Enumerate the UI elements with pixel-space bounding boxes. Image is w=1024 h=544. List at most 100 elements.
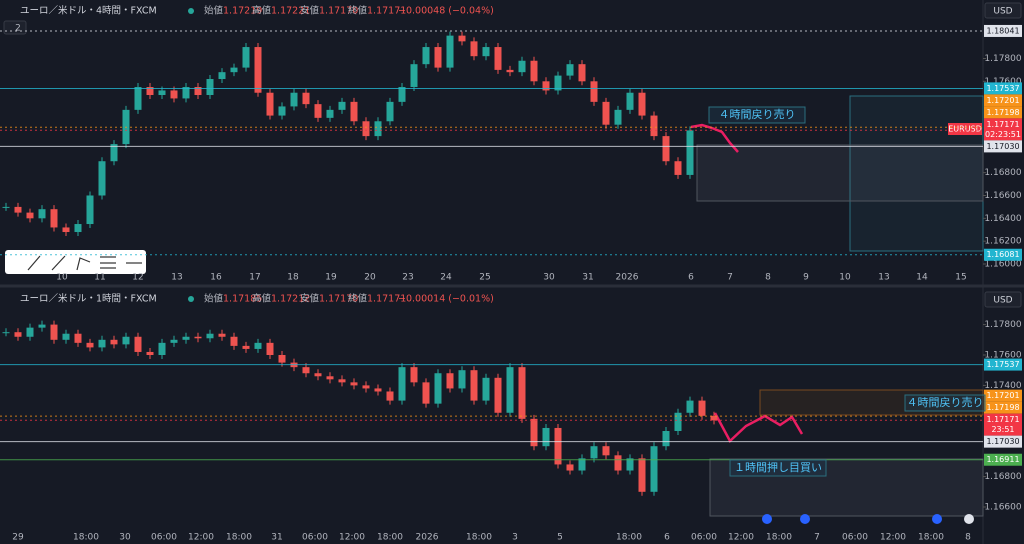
price-badge: [984, 140, 1022, 153]
candle: [14, 206, 22, 213]
candle: [338, 101, 346, 110]
candle: [158, 90, 166, 96]
candle: [38, 324, 46, 328]
candle: [230, 67, 238, 73]
candle: [494, 47, 502, 70]
candle: [662, 431, 670, 447]
candle: [278, 355, 286, 363]
candle: [86, 342, 94, 348]
ohlc-value: 1.17171: [367, 294, 406, 305]
candle: [374, 121, 382, 137]
candle: [278, 106, 286, 116]
candle: [698, 400, 706, 416]
price-badge: [984, 453, 1022, 466]
candle: [26, 212, 34, 219]
price-badge-label: 1.17201: [986, 96, 1019, 105]
candle: [374, 388, 382, 392]
price-badge: [984, 248, 1022, 261]
x-tick-label: 15: [955, 273, 966, 283]
x-tick-label: 10: [839, 273, 851, 283]
candle: [206, 79, 214, 96]
y-tick-label: 1.16200: [984, 237, 1021, 247]
candle: [398, 367, 406, 401]
candle: [62, 333, 70, 340]
ohlc-label: 高値: [252, 5, 272, 17]
candle: [170, 339, 178, 343]
x-tick-label: 8: [765, 273, 771, 283]
ohlc-value: 1.17171: [367, 6, 406, 17]
candle: [26, 327, 34, 337]
x-tick-label: 06:00: [691, 533, 717, 543]
zone-box: [849, 95, 984, 252]
x-tick-label: 06:00: [151, 533, 177, 543]
candle: [518, 60, 526, 73]
price-change: −0.00048 (−0.04%): [398, 6, 494, 17]
drawing-toolbar[interactable]: [5, 250, 146, 274]
countdown: 23:51: [991, 425, 1014, 434]
zone-box: [709, 458, 984, 517]
price-badge-label: 1.17171: [986, 120, 1019, 129]
currency-button[interactable]: [984, 2, 1022, 19]
candle: [626, 92, 634, 110]
candle: [542, 427, 550, 447]
price-badge-label: 1.17537: [986, 360, 1019, 369]
y-tick-label: 1.16600: [984, 503, 1021, 513]
candle: [194, 336, 202, 339]
candle: [458, 35, 466, 42]
price-badge-label: 1.17198: [986, 108, 1019, 117]
ohlc-label: 高値: [252, 293, 272, 305]
candle: [122, 336, 130, 345]
candle: [614, 455, 622, 471]
candle: [542, 81, 550, 91]
candle: [554, 427, 562, 465]
candle: [2, 206, 10, 208]
price-badge-label: 1.17201: [986, 391, 1019, 400]
price-badge: [984, 94, 1022, 107]
candle: [254, 342, 262, 349]
candle: [434, 373, 442, 404]
candle: [182, 87, 190, 99]
candle: [674, 161, 682, 175]
x-tick-label: 12:00: [728, 533, 754, 543]
x-tick-label: 06:00: [302, 533, 328, 543]
candle: [14, 332, 22, 337]
toolbar-icons: [27, 255, 142, 271]
candle: [218, 333, 226, 337]
x-tick-label: 12:00: [188, 533, 214, 543]
status-dot: [188, 296, 194, 302]
price-badge-label: 1.17198: [986, 403, 1019, 412]
candle: [314, 104, 322, 118]
candle: [710, 415, 718, 421]
ohlc-value: 1.17221: [271, 6, 310, 17]
zone-box: [696, 144, 984, 202]
candle: [422, 47, 430, 65]
ohlc-label: 安値: [300, 293, 320, 305]
x-tick-label: 18: [287, 273, 299, 283]
ohlc-label: 始値: [204, 5, 224, 17]
y-tick-label: 1.17800: [984, 320, 1021, 330]
annotation: ４時間戻り売り: [719, 108, 796, 121]
x-tick-label: 12:00: [880, 533, 906, 543]
candle: [530, 418, 538, 447]
candle: [170, 90, 178, 99]
candle: [482, 47, 490, 57]
candle: [350, 101, 358, 122]
currency[interactable]: USD: [993, 296, 1012, 306]
pane-count[interactable]: 2: [15, 24, 21, 34]
candle: [686, 130, 694, 175]
candle: [494, 377, 502, 413]
ohlc-label: 終値: [348, 293, 368, 305]
x-tick-label: 14: [916, 273, 928, 283]
candle: [662, 136, 670, 162]
currency-button[interactable]: [984, 291, 1022, 308]
candle: [218, 72, 226, 80]
candle: [206, 333, 214, 339]
candle: [686, 400, 694, 413]
currency[interactable]: USD: [993, 7, 1012, 17]
price-badge-label: 1.17030: [986, 437, 1019, 446]
candle: [578, 458, 586, 471]
countdown: 02:23:51: [985, 130, 1021, 139]
annotation-box: [729, 459, 827, 477]
ohlc-value: 1.17212: [271, 294, 310, 305]
